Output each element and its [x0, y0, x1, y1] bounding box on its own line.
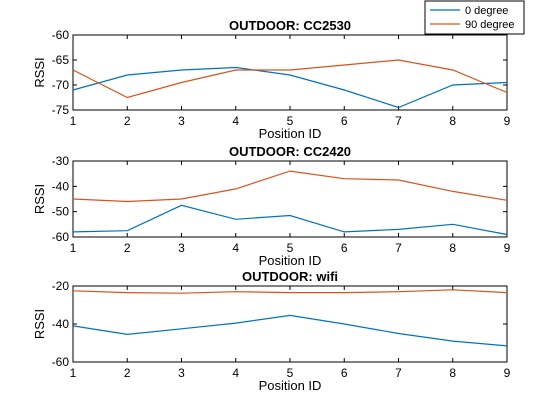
chart-title: OUTDOOR: CC2420	[229, 144, 351, 159]
y-tick-label: -60	[52, 355, 70, 369]
y-tick-label: -20	[52, 279, 70, 293]
x-tick-label: 6	[341, 114, 348, 128]
x-tick-label: 1	[70, 114, 77, 128]
y-tick-label: -65	[52, 53, 70, 67]
x-tick-label: 8	[449, 366, 456, 380]
subplot-2: 1 2 3 4 5 6 7 8 9 -60 -50 -40 -30 OUTDOOR: CC2420 Posi…	[32, 144, 511, 268]
x-tick-label: 2	[124, 241, 131, 255]
series-line-0-degree	[72, 204, 508, 236]
x-tick-label: 6	[341, 241, 348, 255]
y-axis-label: RSSI	[32, 57, 47, 87]
y-tick-label: -60	[52, 28, 70, 42]
x-tick-label: 1	[70, 366, 77, 380]
series-line-0-degree	[72, 66, 508, 109]
x-tick-label: 9	[504, 366, 511, 380]
y-tick-label: -75	[52, 103, 70, 117]
x-tick-label: 6	[341, 366, 348, 380]
x-tick-label: 7	[395, 366, 402, 380]
series-line-90-degree	[72, 289, 508, 294]
x-tick-label: 9	[504, 241, 511, 255]
y-tick-label: -60	[52, 230, 70, 244]
x-tick-label: 9	[504, 114, 511, 128]
y-axis-label: RSSI	[32, 309, 47, 339]
x-tick-label: 7	[395, 241, 402, 255]
y-tick-label: -40	[52, 179, 70, 193]
x-tick-label: 3	[178, 366, 185, 380]
y-tick-label: -30	[52, 154, 70, 168]
chart-title: OUTDOOR: CC2530	[229, 18, 351, 33]
y-tick-label: -70	[52, 78, 70, 92]
legend-label-0-degree: 0 degree	[465, 5, 508, 17]
subplot-3: 1 2 3 4 5 6 7 8 9 -60 -40 -20 OUTDOOR: wifi Position …	[32, 269, 511, 393]
x-tick-label: 8	[449, 241, 456, 255]
x-axis-label: Position ID	[259, 253, 322, 268]
series-line-0-degree	[72, 314, 508, 347]
x-tick-label: 7	[395, 114, 402, 128]
x-tick-label: 4	[232, 241, 239, 255]
subplot-1: 1 2 3 4 5 6 7 8 9 -75 -70 -65 -60 OUTDOOR: CC2530 Posi…	[32, 18, 511, 141]
x-tick-label: 3	[178, 241, 185, 255]
x-tick-label: 5	[287, 114, 294, 128]
y-axis-label: RSSI	[32, 184, 47, 214]
x-axis-label: Position ID	[259, 378, 322, 393]
series-line-90-degree	[72, 170, 508, 203]
x-tick-label: 1	[70, 241, 77, 255]
x-tick-label: 5	[287, 241, 294, 255]
x-tick-label: 2	[124, 114, 131, 128]
x-tick-label: 2	[124, 366, 131, 380]
y-tick-label: -50	[52, 205, 70, 219]
legend-box	[424, 0, 525, 35]
subplots: 1 2 3 4 5 6 7 8 9 -75 -70 -65 -60 OUTDOOR: CC2530 Posi…	[32, 18, 511, 393]
plot-area-frame	[72, 285, 508, 363]
x-tick-label: 3	[178, 114, 185, 128]
x-tick-label: 5	[287, 366, 294, 380]
legend-label-90-degree: 90 degree	[465, 19, 515, 31]
legend: 0 degree 90 degree	[424, 0, 525, 35]
chart-title: OUTDOOR: wifi	[242, 269, 338, 284]
x-tick-label: 8	[449, 114, 456, 128]
x-axis-label: Position ID	[259, 126, 322, 141]
plot-area-frame	[72, 34, 508, 111]
x-tick-label: 4	[232, 366, 239, 380]
x-tick-label: 4	[232, 114, 239, 128]
y-tick-label: -40	[52, 317, 70, 331]
series-line-90-degree	[72, 59, 508, 99]
